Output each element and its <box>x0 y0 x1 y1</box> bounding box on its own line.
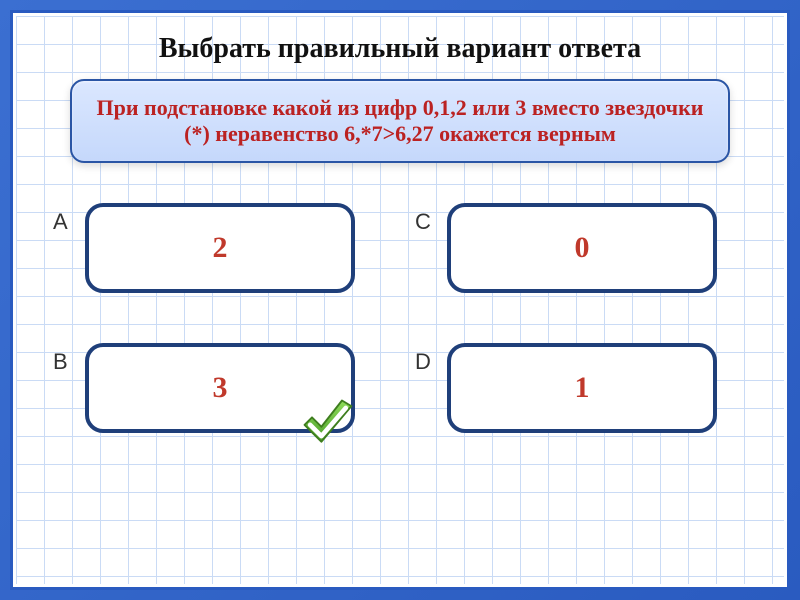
answer-cell-d: D 1 <box>415 343 747 433</box>
option-button-a[interactable]: 2 <box>85 203 355 293</box>
option-value: 3 <box>213 371 228 405</box>
answer-cell-b: B 3 <box>53 343 385 433</box>
option-value: 2 <box>213 231 228 265</box>
question-box: При подстановке какой из цифр 0,1,2 или … <box>70 79 730 163</box>
option-button-c[interactable]: 0 <box>447 203 717 293</box>
quiz-frame: Выбрать правильный вариант ответа При по… <box>10 10 790 590</box>
option-letter: A <box>53 209 81 235</box>
option-value: 0 <box>575 231 590 265</box>
option-button-d[interactable]: 1 <box>447 343 717 433</box>
answers-grid: A 2 C 0 B 3 <box>43 193 757 443</box>
option-letter: D <box>415 349 443 375</box>
content-area: Выбрать правильный вариант ответа При по… <box>43 33 757 443</box>
option-value: 1 <box>575 371 590 405</box>
option-button-b[interactable]: 3 <box>85 343 355 433</box>
checkmark-icon <box>297 393 357 453</box>
option-letter: C <box>415 209 443 235</box>
answer-cell-a: A 2 <box>53 203 385 293</box>
option-letter: B <box>53 349 81 375</box>
answer-cell-c: C 0 <box>415 203 747 293</box>
page-title: Выбрать правильный вариант ответа <box>43 33 757 65</box>
